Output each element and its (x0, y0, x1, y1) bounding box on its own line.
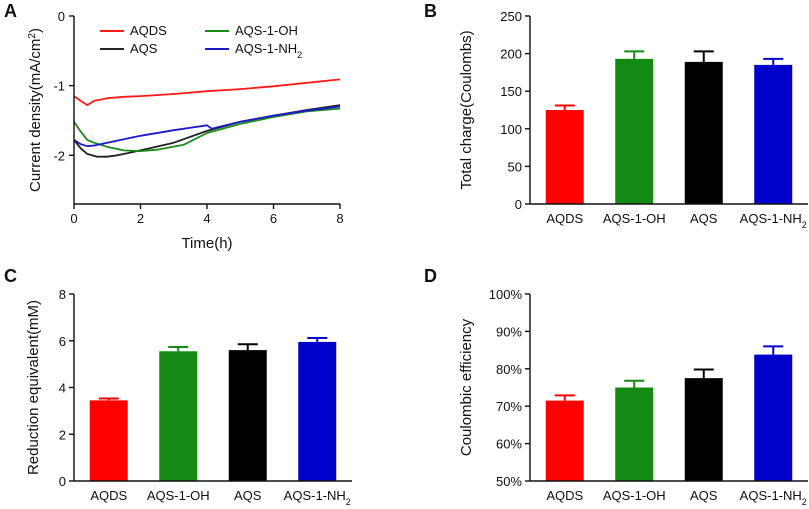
y-tick-label: 80% (496, 362, 522, 377)
y-tick-label: 6 (59, 334, 66, 349)
x-category-label: AQDS (90, 488, 127, 503)
panel-a-line-chart: A 0 -1 -2 0 2 4 6 8 Time(h) Current density(mA/cm… (4, 1, 344, 252)
legend-label: AQS (130, 41, 158, 56)
bar (615, 58, 654, 204)
y-tick-label: 100% (489, 287, 523, 302)
y-tick-label: 50 (508, 159, 522, 174)
y-tick-label: 250 (500, 9, 522, 24)
panel-letter-c: C (4, 266, 17, 286)
x-category-label: AQS-1-NH2 (284, 488, 351, 507)
y-tick-label: 50% (496, 474, 522, 489)
panel-d-bar-chart: D AQDS AQS-1-OH AQS AQS-1-NH2 50% 60% 70% 80% 90… (424, 266, 808, 507)
bar (545, 400, 584, 481)
x-tick-label: 8 (336, 211, 343, 226)
y-tick-label: 70% (496, 399, 522, 414)
bar (159, 351, 198, 481)
y-tick-label: 8 (59, 287, 66, 302)
x-tick-label: 2 (137, 211, 144, 226)
x-category-label: AQS-1-OH (147, 488, 210, 503)
y-tick-label: 60% (496, 437, 522, 452)
bar (298, 341, 337, 481)
x-category-label: AQS (690, 488, 718, 503)
panel-a-series (73, 78, 341, 158)
y-tick-label: 0 (515, 197, 522, 212)
x-category-label: AQDS (546, 488, 583, 503)
x-tick-label: 0 (70, 211, 77, 226)
panel-d-plot: AQDS AQS-1-OH AQS AQS-1-NH2 50% 60% 70% 80% 90% 1… (458, 287, 808, 507)
y-tick-label: 2 (59, 427, 66, 442)
panel-letter-b: B (424, 1, 437, 21)
panel-a-legend: AQDS AQS AQS-1-OH AQS-1-NH2 (100, 23, 302, 60)
y-tick-label: -1 (53, 79, 65, 94)
bar (545, 110, 584, 204)
legend-label: AQDS (130, 23, 167, 38)
y-axis-label: Coulombic efficiency (458, 318, 475, 456)
bar (754, 354, 793, 481)
y-axis-label: Current density(mA/cm2) (27, 28, 45, 192)
y-tick-label: -2 (53, 148, 65, 163)
x-axis-label: Time(h) (181, 235, 232, 252)
bar (615, 387, 654, 481)
y-tick-label: 150 (500, 84, 522, 99)
series-line-aqs-1-nh2 (73, 105, 341, 148)
bar (684, 378, 723, 481)
y-tick-label: 100 (500, 122, 522, 137)
panel-a-axes: 0 -1 -2 0 2 4 6 8 Time(h) Current density(mA/cm2) (27, 9, 344, 252)
y-tick-label: 0 (58, 9, 65, 24)
series-line-aqs-1-oh (73, 107, 341, 153)
panel-c-bar-chart: C AQDS AQS-1-OH AQS AQS-1-NH2 0 2 4 6 8 Reduction… (4, 266, 352, 507)
x-tick-label: 6 (270, 211, 277, 226)
y-axis-label: Reduction equivalent(mM) (25, 300, 42, 475)
x-category-label: AQS (690, 211, 718, 226)
panel-letter-a: A (4, 1, 17, 21)
bar (754, 64, 793, 204)
y-tick-label: 4 (59, 381, 66, 396)
x-category-label: AQS-1-OH (603, 211, 666, 226)
x-category-label: AQS-1-NH2 (740, 211, 807, 230)
legend-label: AQS-1-NH2 (235, 41, 302, 60)
y-tick-label: 90% (496, 324, 522, 339)
x-category-label: AQS-1-NH2 (740, 488, 807, 507)
bar (89, 400, 128, 481)
x-category-label: AQDS (546, 211, 583, 226)
legend-label: AQS-1-OH (235, 23, 298, 38)
x-category-label: AQS (234, 488, 262, 503)
panel-c-plot: AQDS AQS-1-OH AQS AQS-1-NH2 0 2 4 6 8 Reduction e… (25, 287, 352, 507)
x-category-label: AQS-1-OH (603, 488, 666, 503)
panel-letter-d: D (424, 266, 437, 286)
panel-b-bar-chart: B AQDS AQS-1-OH AQS AQS-1-NH2 0 50 100 150 200 25… (424, 1, 808, 230)
series-line-aqds (73, 78, 341, 106)
y-axis-label: Total charge(Coulombs) (458, 30, 475, 189)
bar (228, 350, 267, 481)
y-tick-label: 200 (500, 47, 522, 62)
y-tick-label: 0 (59, 474, 66, 489)
bar (684, 61, 723, 204)
panel-b-plot: AQDS AQS-1-OH AQS AQS-1-NH2 0 50 100 150 200 250 T… (458, 9, 808, 230)
x-tick-label: 4 (203, 211, 210, 226)
